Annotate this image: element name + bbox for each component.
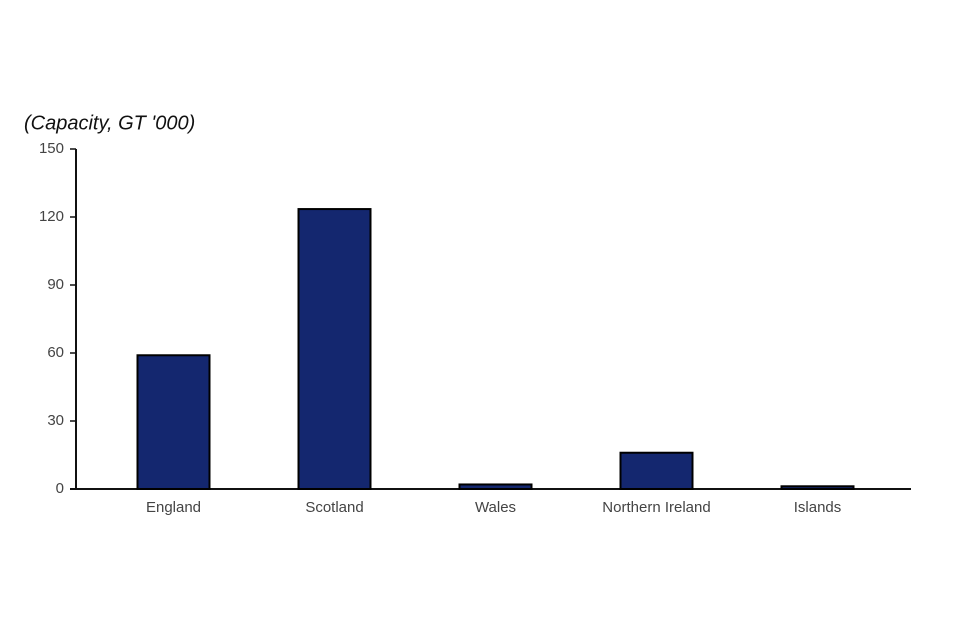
- y-tick-label: 30: [47, 412, 64, 429]
- y-tick-label: 120: [39, 208, 64, 225]
- x-tick-label: England: [146, 499, 201, 516]
- chart-title: (Capacity, GT '000): [24, 112, 195, 134]
- y-tick-label: 150: [39, 140, 64, 157]
- bar: [136, 354, 211, 490]
- y-tick-label: 0: [56, 480, 64, 497]
- y-tick-label: 60: [47, 344, 64, 361]
- x-tick-label: Scotland: [305, 499, 363, 516]
- y-tick-label: 90: [47, 276, 64, 293]
- bar: [458, 483, 533, 491]
- x-tick-label: Wales: [475, 499, 516, 516]
- bar: [619, 451, 694, 491]
- x-tick-label: Northern Ireland: [602, 499, 710, 516]
- bar: [297, 208, 372, 490]
- bar: [780, 485, 855, 490]
- x-tick-label: Islands: [794, 499, 842, 516]
